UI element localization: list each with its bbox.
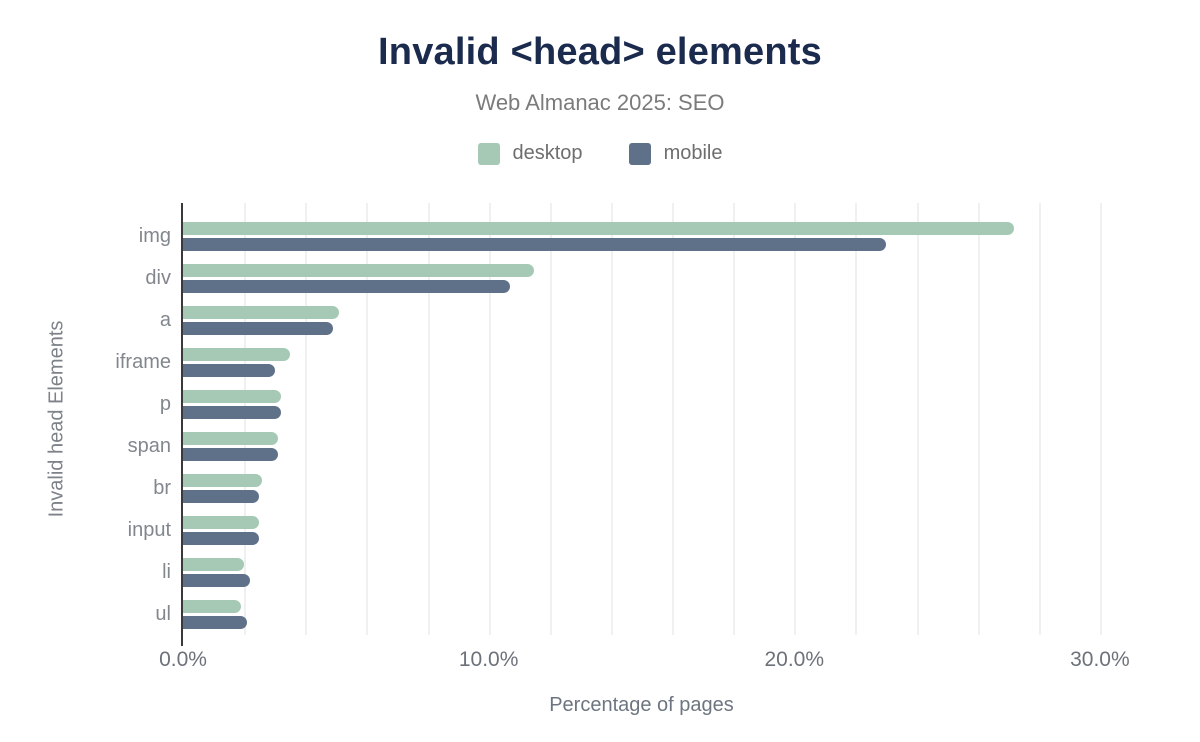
bar-group-input: [183, 509, 1161, 551]
bar-mobile-ul[interactable]: [183, 615, 248, 629]
y-category-label-li: li: [162, 560, 171, 583]
y-category-label-img: img: [138, 224, 171, 247]
y-category-label-span: span: [127, 434, 171, 457]
bar-desktop-span[interactable]: [183, 431, 278, 445]
y-category-label-br: br: [153, 476, 171, 499]
legend-label-mobile: mobile: [663, 142, 723, 164]
y-category-label-p: p: [159, 392, 171, 415]
desktop-legend-swatch-icon: [477, 142, 500, 165]
bar-mobile-span[interactable]: [183, 447, 278, 461]
gridline-10pct: [488, 203, 491, 635]
bar-group-div: [183, 257, 1161, 299]
x-axis-title: Percentage of pages: [549, 694, 734, 716]
bar-desktop-li[interactable]: [183, 557, 245, 571]
legend-label-desktop: desktop: [512, 142, 583, 164]
bar-group-img: [183, 215, 1161, 257]
gridline-6pct: [366, 203, 369, 635]
bars-layer: [183, 203, 1161, 635]
bar-desktop-div[interactable]: [183, 263, 535, 277]
bar-desktop-ul[interactable]: [183, 599, 242, 613]
gridline-2pct: [244, 203, 247, 635]
bar-group-li: [183, 551, 1161, 593]
gridline-16pct: [672, 203, 674, 635]
y-category-label-ul: ul: [155, 602, 171, 625]
gridline-30pct: [1099, 203, 1102, 635]
x-tick-label-30: 30.0%: [1070, 648, 1130, 671]
chart-title: Invalid <head> elements: [378, 31, 822, 73]
bar-mobile-br[interactable]: [183, 489, 260, 503]
bar-mobile-input[interactable]: [183, 531, 260, 545]
bar-desktop-img[interactable]: [183, 221, 1015, 235]
bar-group-br: [183, 467, 1161, 509]
bar-group-p: [183, 383, 1161, 425]
mobile-legend-swatch-icon: [628, 142, 651, 165]
gridline-28pct: [1038, 203, 1041, 635]
y-category-label-div: div: [145, 266, 171, 289]
bar-mobile-img[interactable]: [183, 237, 886, 251]
bar-mobile-div[interactable]: [183, 279, 511, 293]
chart-subtitle: Web Almanac 2025: SEO: [475, 90, 725, 115]
gridline-8pct: [427, 203, 430, 635]
bar-mobile-li[interactable]: [183, 573, 251, 587]
x-tick-label-10: 10.0%: [458, 648, 519, 671]
bar-mobile-a[interactable]: [183, 321, 333, 335]
bar-group-span: [183, 425, 1161, 467]
bar-desktop-iframe[interactable]: [183, 347, 290, 361]
plot-area: [183, 203, 1161, 635]
legend-item-desktop[interactable]: desktop: [477, 142, 583, 165]
bar-desktop-input[interactable]: [183, 515, 260, 529]
y-category-label-a: a: [159, 308, 171, 331]
x-tick-label-20: 20.0%: [764, 648, 825, 671]
y-category-label-input: input: [127, 518, 171, 541]
bar-mobile-iframe[interactable]: [183, 363, 275, 377]
gridline-26pct: [977, 203, 980, 635]
bar-desktop-p[interactable]: [183, 389, 281, 403]
gridline-22pct: [855, 203, 858, 635]
gridline-18pct: [733, 203, 736, 635]
gridline-14pct: [610, 203, 613, 635]
legend: desktop mobile: [0, 142, 1200, 165]
gridline-4pct: [305, 203, 308, 635]
y-axis-category-labels: img div a iframe p span br input li ul: [0, 203, 171, 635]
y-axis-line: [181, 203, 183, 646]
y-category-label-iframe: iframe: [115, 350, 171, 373]
gridline-12pct: [549, 203, 552, 635]
gridline-20pct: [794, 203, 797, 635]
bar-group-iframe: [183, 341, 1161, 383]
legend-item-mobile[interactable]: mobile: [628, 142, 723, 165]
bar-group-ul: [183, 593, 1161, 635]
bar-desktop-br[interactable]: [183, 473, 263, 487]
bar-mobile-p[interactable]: [183, 405, 281, 419]
gridline-24pct: [916, 203, 919, 635]
bar-group-a: [183, 299, 1161, 341]
bar-desktop-a[interactable]: [183, 305, 339, 319]
x-tick-label-0: 0.0%: [159, 648, 207, 671]
